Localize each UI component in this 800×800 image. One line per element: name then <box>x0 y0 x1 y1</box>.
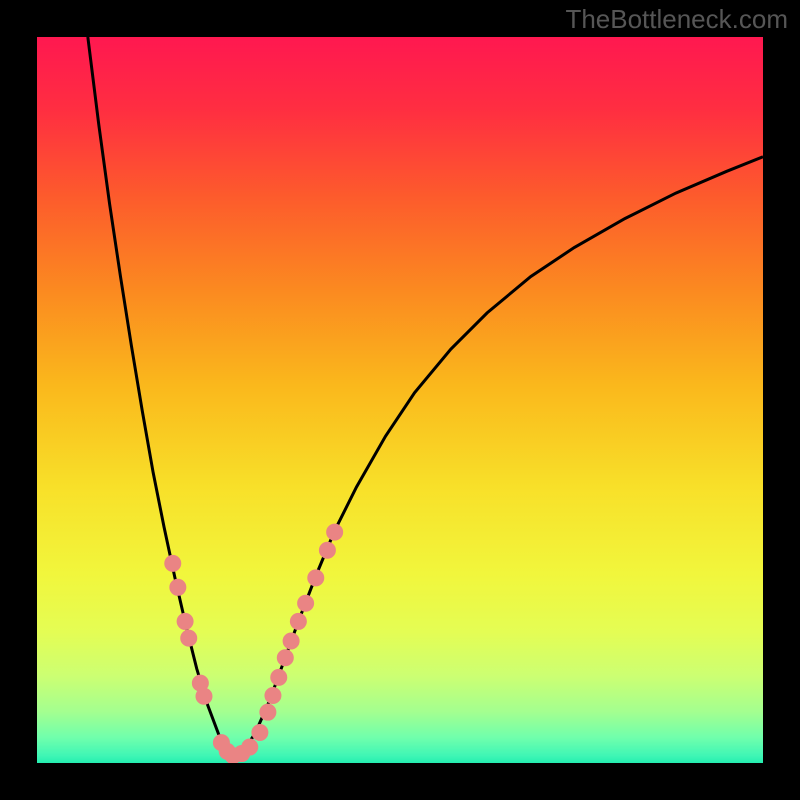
data-marker <box>242 739 258 755</box>
data-marker <box>327 524 343 540</box>
plot-area <box>37 37 763 763</box>
data-marker <box>181 630 197 646</box>
marker-group <box>165 524 343 763</box>
curve-layer <box>37 37 763 763</box>
chart-frame: TheBottleneck.com <box>0 0 800 800</box>
data-marker <box>260 704 276 720</box>
data-marker <box>271 669 287 685</box>
data-marker <box>165 555 181 571</box>
watermark-text: TheBottleneck.com <box>565 4 788 35</box>
data-marker <box>308 570 324 586</box>
data-marker <box>319 542 335 558</box>
data-marker <box>170 579 186 595</box>
data-marker <box>290 613 306 629</box>
data-marker <box>265 687 281 703</box>
data-marker <box>196 688 212 704</box>
curve-left-branch <box>88 37 233 756</box>
data-marker <box>252 725 268 741</box>
data-marker <box>283 633 299 649</box>
data-marker <box>298 595 314 611</box>
curve-right-branch <box>233 157 763 756</box>
data-marker <box>177 613 193 629</box>
data-marker <box>277 650 293 666</box>
